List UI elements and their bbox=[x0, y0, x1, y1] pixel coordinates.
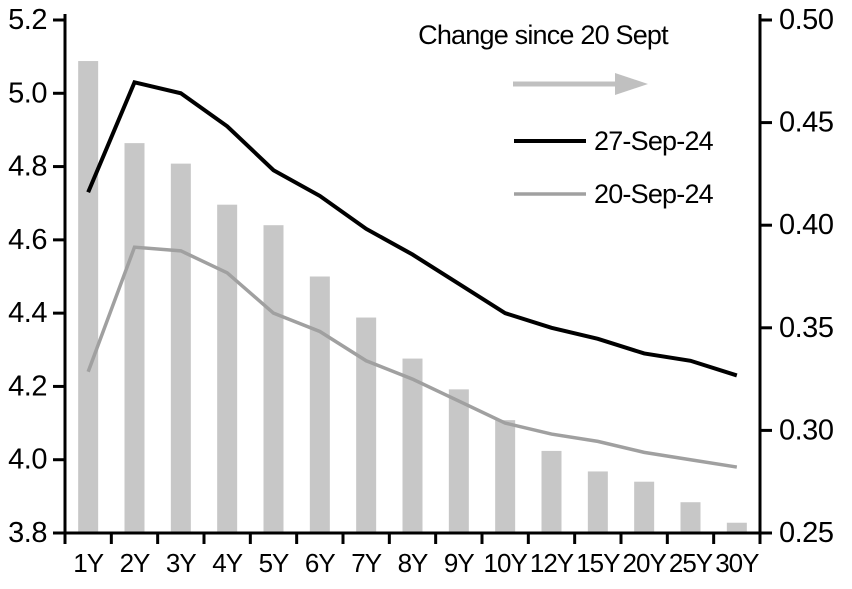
bar-4Y bbox=[217, 204, 238, 533]
x-label-30Y: 30Y bbox=[715, 548, 759, 578]
bar-8Y bbox=[402, 358, 423, 533]
bar-12Y bbox=[541, 450, 562, 533]
left-tick-label-4.4: 4.4 bbox=[8, 297, 47, 329]
line-27-Sep-24 bbox=[86, 79, 738, 378]
x-label-20Y: 20Y bbox=[623, 548, 667, 578]
bar-3Y bbox=[170, 163, 191, 533]
x-label-5Y: 5Y bbox=[259, 548, 289, 578]
x-label-9Y: 9Y bbox=[444, 548, 474, 578]
x-label-6Y: 6Y bbox=[305, 548, 335, 578]
right-tick-label-0.45: 0.45 bbox=[779, 107, 833, 139]
left-tick-label-4.2: 4.2 bbox=[8, 370, 47, 402]
bar-20Y bbox=[634, 481, 655, 533]
left-tick-label-5.0: 5.0 bbox=[8, 77, 47, 109]
bar-9Y bbox=[448, 389, 469, 533]
x-label-3Y: 3Y bbox=[166, 548, 196, 578]
right-tick-label-0.40: 0.40 bbox=[779, 209, 833, 241]
bar-1Y bbox=[78, 61, 99, 533]
x-label-10Y: 10Y bbox=[484, 548, 528, 578]
bar-10Y bbox=[495, 420, 516, 533]
x-label-15Y: 15Y bbox=[576, 548, 620, 578]
left-tick-label-4.0: 4.0 bbox=[8, 444, 47, 476]
bar-25Y bbox=[680, 502, 701, 533]
x-label-25Y: 25Y bbox=[669, 548, 713, 578]
left-tick-label-3.8: 3.8 bbox=[8, 517, 47, 549]
x-label-7Y: 7Y bbox=[351, 548, 381, 578]
left-tick-label-4.6: 4.6 bbox=[8, 224, 47, 256]
bar-7Y bbox=[356, 317, 377, 533]
x-label-2Y: 2Y bbox=[120, 548, 150, 578]
x-label-1Y: 1Y bbox=[73, 548, 103, 578]
left-tick-label-4.8: 4.8 bbox=[8, 151, 47, 183]
bar-30Y bbox=[726, 522, 747, 533]
right-tick-label-0.50: 0.50 bbox=[779, 4, 833, 36]
line-20-Sep-24 bbox=[86, 245, 738, 469]
bar-2Y bbox=[124, 143, 145, 533]
bar-5Y bbox=[263, 225, 284, 533]
right-tick-label-0.30: 0.30 bbox=[779, 414, 833, 446]
x-label-4Y: 4Y bbox=[212, 548, 242, 578]
right-tick-label-0.25: 0.25 bbox=[779, 517, 833, 549]
right-tick-label-0.35: 0.35 bbox=[779, 312, 833, 344]
x-label-8Y: 8Y bbox=[398, 548, 428, 578]
bar-6Y bbox=[309, 276, 330, 533]
bar-15Y bbox=[587, 471, 608, 533]
left-tick-label-5.2: 5.2 bbox=[8, 4, 47, 36]
x-label-12Y: 12Y bbox=[530, 548, 574, 578]
